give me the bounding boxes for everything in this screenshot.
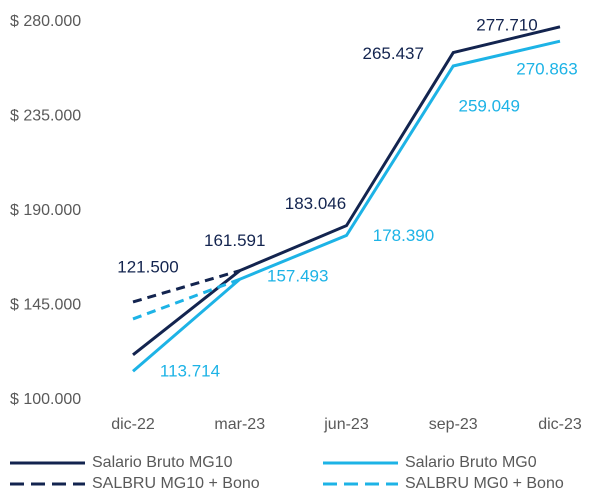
x-tick-label: sep-23 <box>429 416 478 433</box>
series-line <box>132 277 241 321</box>
data-label: 265.437 <box>363 44 424 63</box>
data-label: 178.390 <box>373 226 434 245</box>
legend-label: Salario Bruto MG10 <box>92 454 233 471</box>
y-tick-label: $ 100.000 <box>10 391 81 408</box>
legend-label: SALBRU MG0 + Bono <box>405 475 564 491</box>
y-tick-label: $ 235.000 <box>10 108 81 125</box>
data-label: 270.863 <box>516 60 577 79</box>
data-label: 183.046 <box>285 194 346 213</box>
x-tick-label: mar-23 <box>214 416 265 433</box>
y-tick-label: $ 280.000 <box>10 13 81 30</box>
data-label: 113.714 <box>160 362 220 381</box>
data-label: 259.049 <box>459 96 520 115</box>
data-label: 161.591 <box>204 231 265 250</box>
series-line <box>132 25 561 357</box>
legend-label: SALBRU MG10 + Bono <box>92 475 260 491</box>
legend-label: Salario Bruto MG0 <box>405 454 537 471</box>
data-label: 121.500 <box>117 257 178 276</box>
series-line <box>132 269 241 304</box>
data-label: 277.710 <box>476 15 537 34</box>
y-tick-label: $ 145.000 <box>10 297 81 314</box>
x-tick-label: dic-23 <box>538 416 582 433</box>
y-tick-label: $ 190.000 <box>10 202 81 219</box>
x-tick-label: jun-23 <box>323 416 369 433</box>
x-tick-label: dic-22 <box>111 416 155 433</box>
data-label: 157.493 <box>267 267 328 286</box>
series-line <box>132 39 561 373</box>
